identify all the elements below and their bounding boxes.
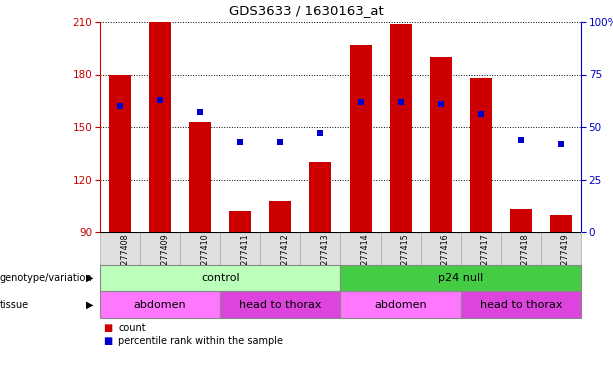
- Text: count: count: [118, 323, 146, 333]
- Text: abdomen: abdomen: [134, 300, 186, 310]
- Text: GSM277413: GSM277413: [321, 233, 329, 281]
- Bar: [220, 291, 340, 318]
- Text: GSM277412: GSM277412: [280, 233, 289, 282]
- Text: GSM277418: GSM277418: [521, 233, 530, 281]
- Bar: [340, 232, 381, 265]
- Bar: [381, 232, 421, 265]
- Bar: [550, 215, 572, 232]
- Text: GSM277414: GSM277414: [360, 233, 370, 281]
- Bar: [220, 232, 261, 265]
- Bar: [109, 74, 131, 232]
- Bar: [340, 291, 461, 318]
- Bar: [501, 232, 541, 265]
- Bar: [461, 232, 501, 265]
- Text: GSM277417: GSM277417: [481, 233, 490, 282]
- Text: ▶: ▶: [86, 273, 94, 283]
- Bar: [430, 57, 452, 232]
- Bar: [349, 45, 371, 232]
- Text: control: control: [201, 273, 240, 283]
- Bar: [189, 122, 211, 232]
- Bar: [140, 232, 180, 265]
- Bar: [421, 232, 461, 265]
- Text: GSM277410: GSM277410: [200, 233, 209, 281]
- Bar: [149, 22, 171, 232]
- Text: GSM277416: GSM277416: [441, 233, 450, 281]
- Bar: [390, 24, 412, 232]
- Text: p24 null: p24 null: [438, 273, 484, 283]
- Text: tissue: tissue: [0, 300, 29, 310]
- Bar: [461, 291, 581, 318]
- Bar: [340, 265, 581, 291]
- Bar: [300, 232, 340, 265]
- Text: ■: ■: [103, 323, 112, 333]
- Bar: [541, 232, 581, 265]
- Text: GSM277409: GSM277409: [160, 233, 169, 282]
- Text: head to thorax: head to thorax: [239, 300, 322, 310]
- Text: ▶: ▶: [86, 300, 94, 310]
- Text: GSM277419: GSM277419: [561, 233, 570, 282]
- Text: GDS3633 / 1630163_at: GDS3633 / 1630163_at: [229, 4, 384, 17]
- Text: GSM277408: GSM277408: [120, 233, 129, 281]
- Bar: [310, 162, 332, 232]
- Bar: [229, 211, 251, 232]
- Bar: [100, 232, 140, 265]
- Bar: [269, 200, 291, 232]
- Text: percentile rank within the sample: percentile rank within the sample: [118, 336, 283, 346]
- Text: genotype/variation: genotype/variation: [0, 273, 93, 283]
- Bar: [261, 232, 300, 265]
- Bar: [100, 265, 340, 291]
- Bar: [470, 78, 492, 232]
- Text: ■: ■: [103, 336, 112, 346]
- Text: GSM277415: GSM277415: [401, 233, 409, 282]
- Text: head to thorax: head to thorax: [479, 300, 562, 310]
- Bar: [510, 209, 532, 232]
- Bar: [100, 291, 220, 318]
- Bar: [180, 232, 220, 265]
- Text: GSM277411: GSM277411: [240, 233, 249, 281]
- Text: abdomen: abdomen: [375, 300, 427, 310]
